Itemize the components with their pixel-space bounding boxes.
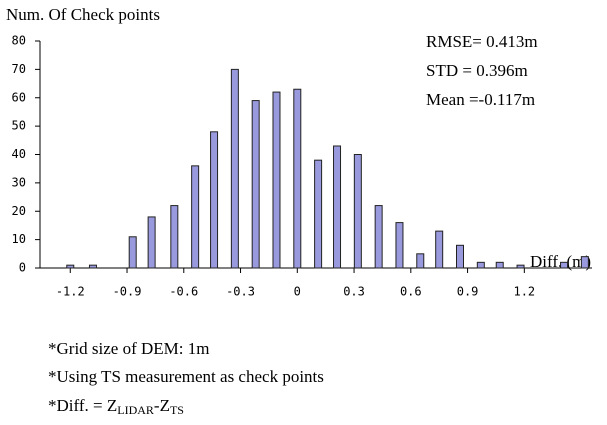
y-tick-label: 30 [12, 175, 26, 189]
bar [210, 131, 219, 269]
x-axis-label: Diff. (m) [530, 252, 591, 271]
bar [416, 253, 425, 269]
bar [395, 222, 404, 269]
bar [435, 230, 444, 269]
y-tick-label: 10 [12, 232, 26, 246]
y-tick-label: 50 [12, 119, 26, 133]
x-tick-label: -1.2 [56, 285, 85, 299]
y-tick-label: 80 [12, 34, 26, 48]
bar [333, 145, 342, 269]
bar [147, 216, 156, 269]
x-tick-label: -0.3 [226, 285, 255, 299]
bar [456, 244, 464, 269]
bar [230, 68, 239, 269]
x-tick-label: -0.9 [113, 285, 142, 299]
y-axis-label: Num. Of Check points [6, 5, 160, 24]
y-tick-label: 20 [12, 204, 26, 218]
bar [495, 261, 504, 269]
bar [191, 165, 200, 269]
x-tick-label: 0.3 [343, 285, 365, 299]
bar [88, 264, 97, 269]
bar [293, 88, 302, 269]
bar [580, 256, 589, 269]
bar [170, 205, 179, 269]
y-tick-label: 60 [12, 90, 26, 104]
note: *Grid size of DEM: 1m [48, 339, 209, 358]
y-tick-label: 40 [12, 147, 26, 161]
bar [272, 91, 281, 269]
x-tick-label: 0.6 [400, 285, 422, 299]
x-tick-label: 0 [294, 285, 301, 299]
annotation: RMSE= 0.413m [426, 32, 538, 51]
annotation: STD = 0.396m [426, 61, 528, 80]
y-tick-label: 70 [12, 62, 26, 76]
bar [314, 159, 323, 269]
note: *Using TS measurement as check points [48, 367, 324, 386]
y-tick-label: 0 [19, 261, 26, 275]
formula-part: *Diff. = Z [48, 396, 117, 415]
annotation: Mean =-0.117m [426, 90, 535, 109]
bar [374, 205, 383, 269]
formula-sub: LIDAR [117, 403, 154, 417]
formula-sub: TS [170, 403, 184, 417]
formula: *Diff. = ZLIDAR-ZTS [48, 396, 184, 417]
bar [128, 236, 137, 269]
x-tick-label: 1.2 [513, 285, 535, 299]
x-tick-label: -0.6 [169, 285, 198, 299]
bar [353, 154, 362, 269]
bar [66, 264, 75, 269]
bar [251, 100, 260, 269]
bar [516, 264, 525, 269]
x-tick-label: 0.9 [457, 285, 479, 299]
bar [560, 261, 569, 269]
bar [476, 261, 485, 269]
formula-part: -Z [154, 396, 170, 415]
